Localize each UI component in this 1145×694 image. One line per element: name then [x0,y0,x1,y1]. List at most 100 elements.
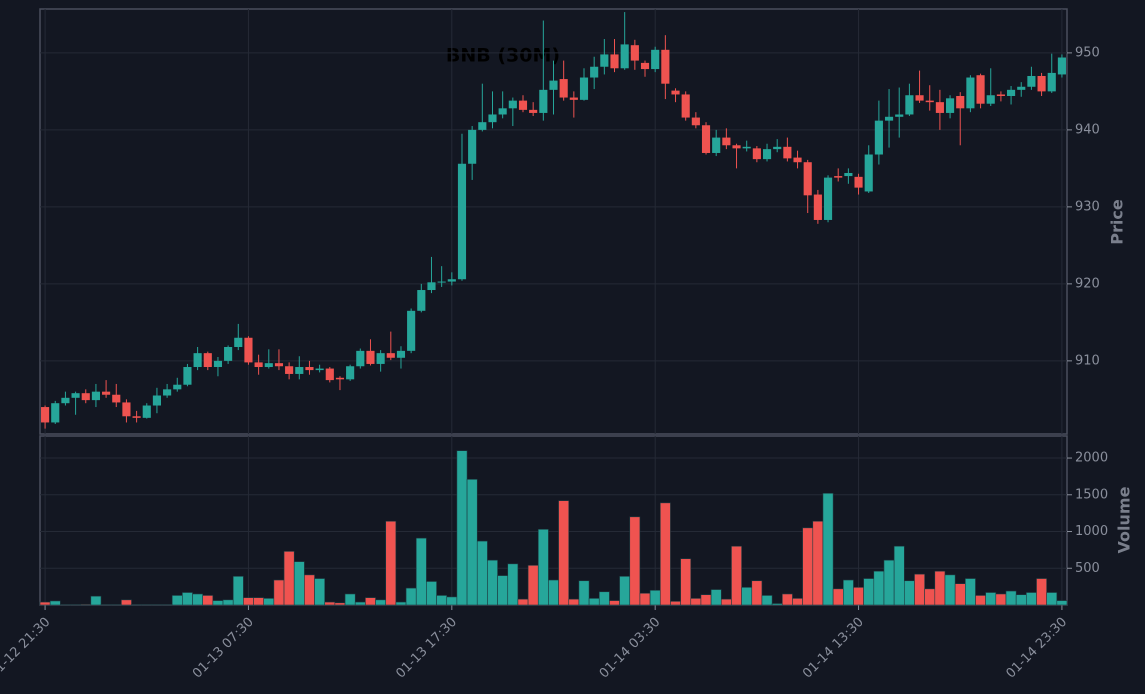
candle-body [518,100,528,110]
volume-bar [232,576,244,606]
volume-bar [1015,594,1027,606]
volume-bar [548,579,559,606]
candle-body [457,163,467,280]
candle-body [417,290,426,311]
candle-body [203,353,212,368]
volume-bar [497,575,509,606]
volume-bar [680,558,692,606]
candle-body [671,90,680,95]
y-tick-label: 1000 [1075,524,1108,539]
candle-body [122,402,131,417]
volume-bar [568,598,580,606]
volume-bar [395,601,407,606]
candle-body [478,122,487,130]
volume-bar [822,493,834,606]
candle-body [813,194,822,220]
volume-bar [324,601,336,606]
candle-body [823,177,833,220]
volume-bar [365,597,376,606]
candle-body [661,49,670,84]
candle-body [51,403,60,423]
volume-bar [385,520,397,606]
y-tick-label: 500 [1075,561,1100,576]
candle-body [173,384,182,390]
candle-body [966,77,975,109]
candle-body [925,100,934,103]
volume-bar [944,574,956,606]
candle-body [590,66,599,78]
volume-bar [49,600,61,606]
candle-body [793,157,802,163]
volume-bar [853,587,864,606]
volume-bar [171,595,183,606]
volume-bar [812,520,824,606]
candle-body [874,120,883,155]
candle-body [508,100,517,109]
candle-body [762,149,772,160]
candle-body [956,96,965,109]
volume-bar [80,603,92,606]
volume-axis-title: Volume [1115,486,1134,553]
candle-body [366,350,375,364]
candle-body [152,395,162,406]
volume-bar [598,591,610,606]
volume-bar [863,578,875,606]
volume-bar [1056,600,1068,606]
candle-body [600,54,609,67]
volume-bar [273,579,285,606]
volume-bar [182,592,193,606]
candle-body [722,137,731,146]
volume-bar [985,592,997,606]
volume-bar [222,599,234,606]
candle-body [712,137,721,153]
candle-body [854,176,863,188]
candle-body [773,146,782,150]
candle-body [529,109,538,113]
volume-bar [720,598,732,606]
candle-body [193,353,202,368]
volume-bar [995,593,1007,606]
volume-bar [771,603,783,606]
volume-bar [934,570,946,606]
candle-body [81,393,90,401]
candle-body [437,281,446,283]
volume-bar [192,593,203,606]
volume-bar [781,593,793,606]
candle-body [325,368,334,381]
candle-body [356,350,365,367]
volume-bar [283,551,295,606]
candle-body [285,366,294,374]
volume-bar [426,581,437,606]
candle-body [803,162,812,196]
price-panel [39,8,1068,435]
volume-bar [639,592,651,606]
candle-body [742,146,751,149]
volume-bar [670,601,681,606]
candle-body [407,310,416,351]
candle-body [905,95,914,115]
candle-body [305,367,314,371]
candle-body [559,79,568,98]
candle-body [1007,89,1016,97]
candle-body [427,282,436,291]
candle-body [376,353,385,364]
volume-bar [121,599,132,606]
volume-bar [904,580,915,606]
volume-bar [649,590,661,606]
y-tick-label: 910 [1075,353,1100,368]
candle-body [640,62,650,70]
candle-body [1017,86,1026,90]
volume-bar [873,570,885,606]
y-tick-label: 1500 [1075,487,1108,502]
candle-body [834,176,843,178]
volume-bar [466,479,478,606]
volume-bar [802,527,814,606]
volume-bar [263,598,275,606]
volume-bar [314,578,326,606]
candle-body [61,397,70,404]
volume-bar [741,587,753,606]
volume-bar [578,580,590,606]
candle-body [41,407,50,423]
volume-bar [710,589,722,606]
candle-body [102,391,111,395]
